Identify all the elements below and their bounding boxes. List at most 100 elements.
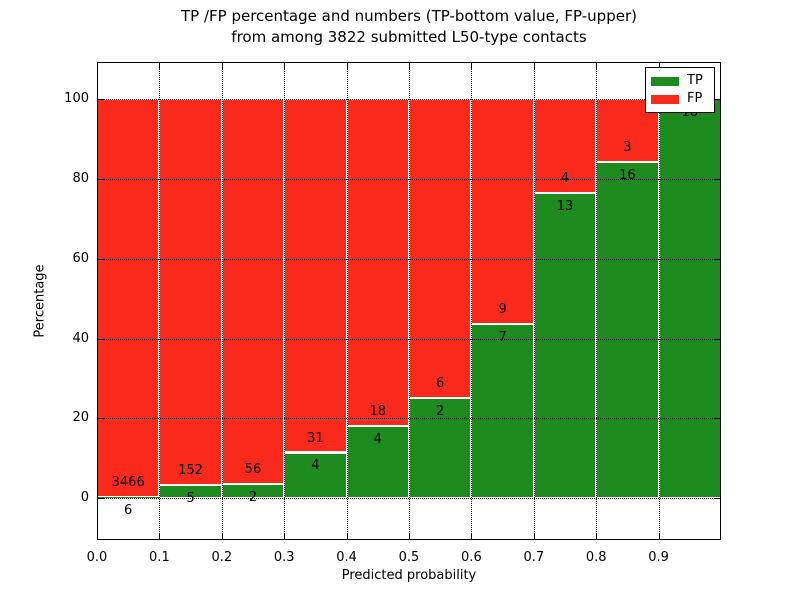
bar-segment-fp	[533, 99, 597, 193]
x-tick-mark	[284, 62, 286, 69]
y-tick-mark	[714, 258, 721, 260]
x-tick-mark	[97, 62, 98, 69]
y-tick-mark	[97, 99, 104, 101]
v-gridline	[284, 62, 286, 540]
bar-segment-tp	[471, 323, 534, 499]
x-tick-mark	[596, 533, 598, 540]
fp-count-label: 6	[436, 376, 445, 392]
legend-label-tp: TP	[687, 73, 703, 88]
y-tick-mark	[97, 418, 104, 420]
bar-segment-fp	[97, 99, 160, 498]
tp-count-label: 2	[248, 490, 258, 506]
y-tick-label: 40	[72, 330, 89, 346]
y-tick-label: 0	[80, 490, 89, 506]
y-tick-label: 100	[64, 91, 89, 107]
x-tick-mark	[221, 533, 223, 540]
y-tick-mark	[97, 338, 104, 340]
fp-count-label: 152	[178, 463, 203, 479]
y-tick-mark	[97, 258, 104, 260]
legend-label-fp: FP	[687, 91, 703, 106]
bar-segment-fp	[471, 99, 534, 324]
fp-color-swatch-icon	[651, 94, 679, 104]
v-gridline	[596, 62, 598, 540]
y-tick-mark	[714, 178, 721, 180]
bar-segment-fp	[409, 99, 472, 399]
x-tick-label: 0.0	[86, 550, 108, 565]
legend: TP FP	[645, 67, 715, 113]
y-tick-mark	[97, 498, 104, 500]
x-tick-mark	[346, 533, 348, 540]
bar-segment-fp	[284, 99, 347, 453]
y-tick-mark	[714, 418, 721, 420]
x-tick-label: 0.8	[585, 550, 607, 565]
x-tick-label: 0.9	[648, 550, 669, 565]
bar-segment-tp	[221, 484, 285, 499]
y-axis-label: Percentage	[32, 264, 48, 338]
legend-item-tp: TP	[651, 72, 709, 90]
plot-area: 346661525562314184629741331618	[97, 62, 721, 540]
x-tick-mark	[409, 533, 410, 540]
y-tick-mark	[714, 498, 721, 500]
tp-count-label: 16	[619, 168, 636, 184]
x-tick-mark	[97, 533, 98, 540]
bar-segment-tp	[596, 162, 659, 499]
v-gridline	[533, 62, 535, 540]
x-tick-mark	[658, 533, 660, 540]
x-tick-label: 0.3	[273, 550, 295, 565]
bar-segment-tp	[409, 398, 472, 499]
tp-count-label: 6	[124, 503, 133, 519]
v-gridline	[159, 62, 161, 540]
tp-count-label: 4	[373, 431, 382, 447]
fp-count-label: 3	[623, 140, 632, 156]
bar-segment-tp	[159, 485, 222, 499]
bar-segment-tp	[658, 99, 721, 499]
y-tick-label: 20	[72, 410, 89, 426]
fp-count-label: 9	[498, 301, 507, 317]
x-tick-label: 0.4	[336, 550, 357, 565]
tp-count-label: 4	[311, 458, 320, 474]
x-tick-mark	[159, 533, 161, 540]
x-tick-mark	[346, 62, 348, 69]
tp-count-label: 5	[186, 491, 195, 507]
chart-title: TP /FP percentage and numbers (TP-bottom…	[97, 6, 721, 48]
x-tick-mark	[409, 62, 410, 69]
legend-item-fp: FP	[651, 90, 709, 108]
x-tick-mark	[221, 62, 223, 69]
tp-color-swatch-icon	[651, 76, 679, 86]
y-tick-label: 60	[72, 250, 89, 266]
x-tick-label: 0.5	[398, 550, 420, 565]
x-tick-mark	[471, 533, 473, 540]
bar-segment-fp	[346, 99, 409, 426]
fp-count-label: 31	[307, 430, 324, 446]
x-tick-label: 0.1	[149, 550, 170, 565]
y-tick-mark	[97, 178, 104, 180]
v-gridline	[658, 62, 660, 540]
fp-count-label: 4	[560, 171, 570, 187]
x-tick-label: 0.7	[523, 550, 545, 565]
y-tick-mark	[714, 338, 721, 340]
v-gridline	[221, 62, 223, 540]
bar-segment-fp	[159, 99, 222, 486]
v-gridline	[409, 62, 410, 540]
x-tick-mark	[284, 533, 286, 540]
tp-count-label: 2	[436, 404, 445, 420]
fp-count-label: 18	[369, 403, 387, 419]
x-tick-label: 0.6	[461, 550, 482, 565]
fp-count-label: 56	[244, 462, 262, 478]
bar-segment-tp	[284, 452, 347, 499]
x-tick-mark	[159, 62, 161, 69]
y-tick-mark	[714, 99, 721, 101]
y-tick-label: 80	[72, 170, 89, 186]
x-tick-mark	[471, 62, 473, 69]
bar-segment-tp	[346, 425, 409, 499]
x-tick-mark	[658, 62, 660, 69]
bar-segment-tp	[533, 192, 597, 499]
x-tick-label: 0.2	[211, 550, 233, 565]
x-tick-mark	[596, 62, 598, 69]
x-axis-label: Predicted probability	[341, 568, 477, 583]
x-tick-mark	[533, 62, 535, 69]
chart-title-line2: from among 3822 submitted L50-type conta…	[231, 28, 587, 46]
fp-count-label: 3466	[111, 475, 145, 491]
bar-segment-tp	[97, 497, 160, 499]
